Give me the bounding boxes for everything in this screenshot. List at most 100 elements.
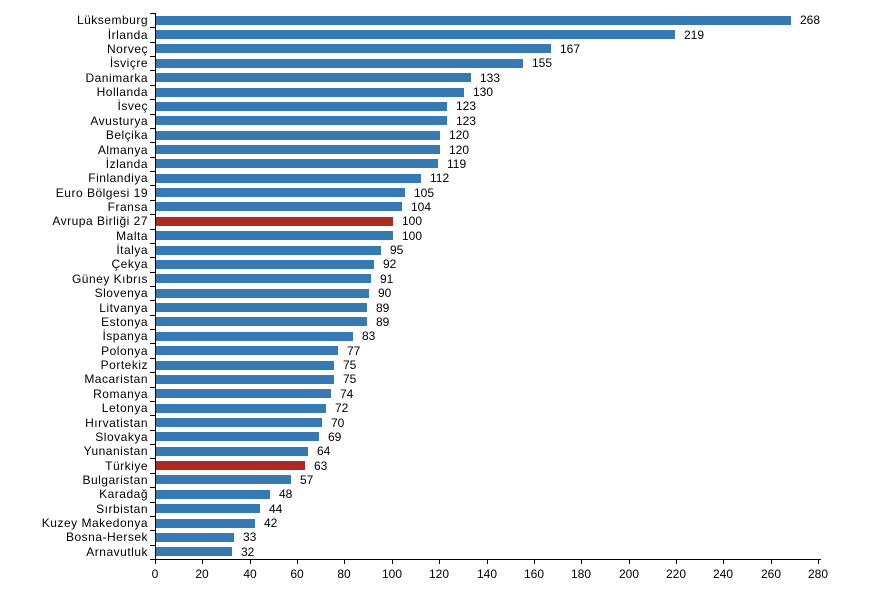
y-axis-tick [150, 70, 155, 71]
value-label: 104 [411, 200, 432, 214]
category-label: Arnavutluk [86, 545, 148, 559]
y-axis-tick [150, 99, 155, 100]
bar [156, 246, 381, 255]
bar [156, 303, 367, 312]
y-axis-tick [150, 286, 155, 287]
category-label: Estonya [101, 315, 148, 329]
category-label: Malta [116, 229, 148, 243]
y-axis-tick [150, 415, 155, 416]
x-axis-tick-label: 280 [807, 567, 829, 581]
y-axis-tick [150, 27, 155, 28]
x-axis-tick [344, 560, 345, 564]
value-label: 155 [532, 56, 553, 70]
category-label: Yunanistan [83, 444, 148, 458]
y-axis-tick [150, 444, 155, 445]
value-label: 130 [473, 85, 494, 99]
value-label: 63 [314, 459, 328, 473]
x-axis-tick [818, 560, 819, 564]
y-axis-tick [150, 85, 155, 86]
category-label: Belçika [105, 128, 148, 142]
bar [156, 317, 367, 326]
x-axis-tick-label: 160 [523, 567, 545, 581]
value-label: 219 [684, 28, 705, 42]
y-axis-tick [150, 358, 155, 359]
x-axis-tick-label: 240 [712, 567, 734, 581]
category-label: Almanya [97, 143, 148, 157]
bar [156, 174, 421, 183]
y-axis-tick [150, 171, 155, 172]
y-axis-tick [150, 530, 155, 531]
x-axis-tick [439, 560, 440, 564]
y-axis-tick [150, 372, 155, 373]
y-axis-tick [150, 157, 155, 158]
x-axis-tick [202, 560, 203, 564]
bar [156, 361, 334, 370]
value-label: 133 [480, 71, 501, 85]
category-label: Slovenya [94, 286, 148, 300]
category-label: Fransa [107, 200, 148, 214]
category-label: Avrupa Birliği 27 [52, 214, 148, 228]
value-label: 123 [456, 99, 477, 113]
value-label: 100 [402, 229, 423, 243]
y-axis [155, 13, 156, 560]
value-label: 75 [343, 358, 357, 372]
x-axis [155, 559, 821, 560]
value-label: 32 [241, 545, 255, 559]
bar [156, 102, 447, 111]
category-label: İsviçre [109, 56, 148, 70]
category-label: Danimarka [85, 71, 148, 85]
y-axis-tick [150, 502, 155, 503]
bar [156, 418, 322, 427]
y-axis-tick [150, 128, 155, 129]
x-axis-tick [723, 560, 724, 564]
y-axis-tick [150, 387, 155, 388]
value-label: 112 [430, 171, 450, 185]
x-axis-tick-label: 120 [428, 567, 450, 581]
category-label: Finlandiya [88, 171, 148, 185]
value-label: 83 [362, 329, 376, 343]
category-label: Slovakya [95, 430, 148, 444]
bar [156, 519, 255, 528]
value-label: 48 [279, 487, 293, 501]
value-label: 77 [347, 344, 361, 358]
category-label: Bulgaristan [82, 473, 148, 487]
y-axis-tick [150, 229, 155, 230]
value-label: 44 [269, 502, 283, 516]
y-axis-tick [150, 516, 155, 517]
y-axis-tick [150, 559, 155, 560]
category-label: Türkiye [105, 459, 148, 473]
category-label: Macaristan [84, 372, 148, 386]
value-label: 95 [390, 243, 404, 257]
x-axis-tick-label: 0 [151, 567, 159, 581]
bar [156, 289, 369, 298]
x-axis-tick-label: 200 [618, 567, 640, 581]
bar [156, 44, 551, 53]
category-label: Hırvatistan [85, 416, 148, 430]
bar [156, 461, 305, 470]
y-axis-tick [150, 430, 155, 431]
bar [156, 116, 447, 125]
bar [156, 88, 464, 97]
x-axis-tick [581, 560, 582, 564]
bar [156, 490, 270, 499]
value-label: 72 [335, 401, 349, 415]
x-axis-tick [534, 560, 535, 564]
value-label: 123 [456, 114, 477, 128]
y-axis-tick [150, 185, 155, 186]
x-axis-tick [487, 560, 488, 564]
x-axis-tick [771, 560, 772, 564]
bar [156, 547, 232, 556]
y-axis-tick [150, 458, 155, 459]
bar [156, 217, 393, 226]
value-label: 92 [383, 257, 397, 271]
value-label: 91 [380, 272, 394, 286]
value-label: 42 [264, 516, 278, 530]
bar [156, 145, 440, 154]
category-label: Norveç [106, 42, 148, 56]
category-label: Letonya [101, 401, 148, 415]
value-label: 64 [317, 444, 331, 458]
value-label: 74 [340, 387, 354, 401]
bar [156, 432, 319, 441]
bar [156, 159, 438, 168]
category-label: Hollanda [96, 85, 148, 99]
